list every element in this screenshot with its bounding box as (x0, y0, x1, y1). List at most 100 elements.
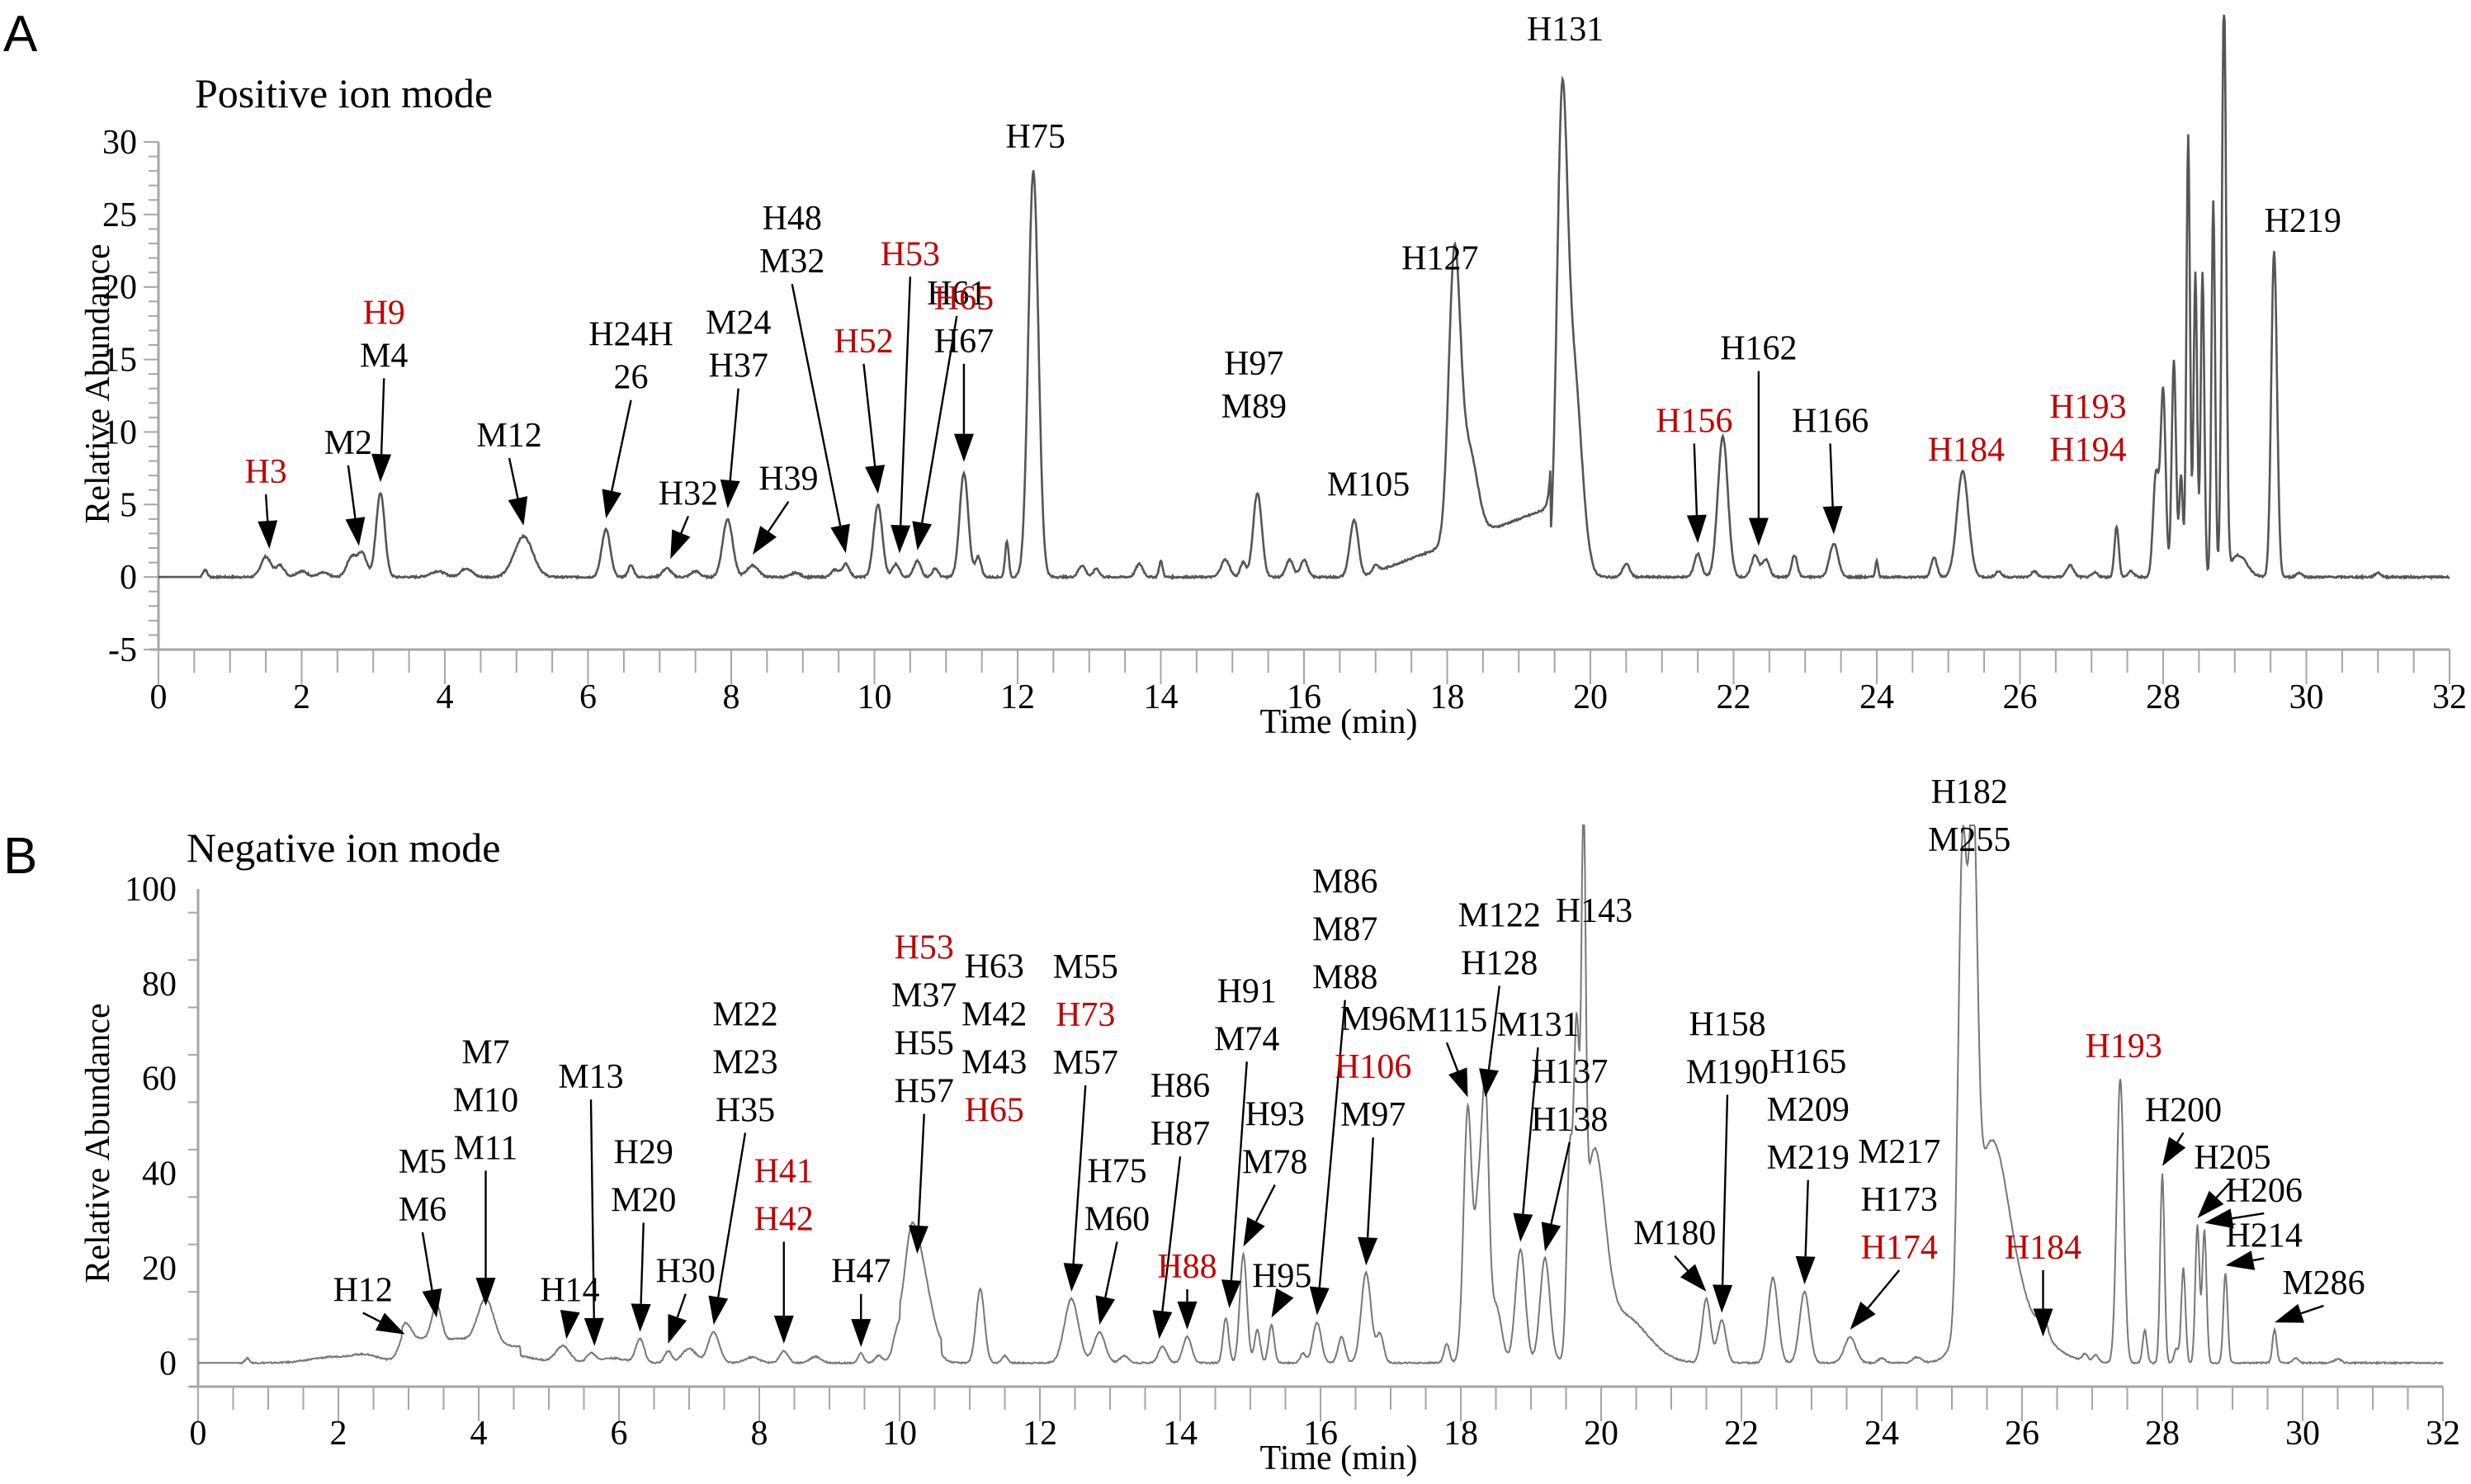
arrow-head (1177, 1301, 1198, 1330)
y-tick-label: 60 (142, 1061, 177, 1099)
arrow-shaft (768, 501, 790, 532)
y-tick-label: 15 (102, 342, 137, 380)
peak-annotation: M286 (2275, 1264, 2365, 1323)
x-tick-label: 26 (2003, 678, 2038, 716)
peak-annotation: M2 (324, 424, 372, 546)
arrow-head (257, 520, 278, 550)
peak-label: H162 (1720, 330, 1797, 368)
arrow-head (1309, 1286, 1330, 1316)
peak-label: M24 (706, 305, 771, 343)
peak-label: H128 (1461, 944, 1538, 982)
peak-annotation: M55 H73 M57 (1053, 948, 1118, 1292)
peak-annotation: M86 M87 M88 (1309, 863, 1377, 1316)
peak-label: M43 (961, 1043, 1027, 1081)
y-tick-label: 25 (102, 196, 137, 234)
x-tick-label: 10 (858, 678, 892, 716)
peak-label: H97 (1224, 345, 1283, 383)
peak-label: H174 (1861, 1229, 1938, 1267)
arrow-shaft (589, 1099, 595, 1318)
arrow-head (708, 1295, 729, 1326)
panel-b-x-axis-label: Time (min) (1260, 1439, 1418, 1477)
arrow-head (908, 1225, 928, 1254)
y-tick-label: 0 (120, 559, 137, 597)
arrow-shaft (680, 515, 690, 534)
peak-annotation: H95 (1252, 1257, 1311, 1318)
chromatogram-trace (158, 14, 2450, 581)
arrow-head (851, 1319, 872, 1348)
arrow-head (1680, 1264, 1707, 1292)
y-tick-label: 20 (102, 269, 137, 307)
peak-annotation: H205 (2194, 1139, 2271, 1218)
arrow-head (1686, 514, 1707, 543)
peak-label: M190 (1686, 1053, 1769, 1091)
y-tick-label: 10 (102, 414, 137, 451)
peak-label: H65 (934, 280, 994, 318)
peak-label: M10 (453, 1081, 518, 1119)
x-tick-label: 22 (1717, 678, 1751, 716)
panel-letter-b: B (3, 828, 37, 885)
peak-annotation: H165 M209 M219 (1767, 1043, 1850, 1285)
peak-label: H194 (2049, 432, 2126, 470)
peak-label: H200 (2145, 1091, 2222, 1129)
y-tick-label: 80 (142, 966, 177, 1004)
peak-annotation: H52 (834, 323, 894, 494)
peak-label: H75 (1006, 118, 1065, 156)
arrow-shaft (264, 494, 269, 522)
arrow-head (1243, 1217, 1265, 1247)
x-tick-label: 30 (2285, 1415, 2320, 1453)
peak-label: H173 (1861, 1181, 1938, 1219)
peak-annotation: H32 (659, 475, 718, 560)
arrow-shaft (1161, 1156, 1182, 1311)
y-tick-label: -5 (108, 631, 137, 669)
y-tick-label: 20 (142, 1250, 177, 1288)
arrow-shaft (2300, 1304, 2324, 1315)
peak-label: M122 (1458, 896, 1541, 934)
arrow-shaft (791, 283, 842, 527)
peak-annotation: H53 M37 H55 H57 (891, 929, 957, 1254)
x-tick-label: 12 (1000, 678, 1035, 716)
arrow-shaft (676, 1293, 687, 1318)
peak-annotation: H61 (912, 275, 986, 551)
arrow-head (1358, 1236, 1378, 1266)
peak-label: H42 (754, 1200, 814, 1238)
x-tick-label: 28 (2145, 1415, 2180, 1453)
peak-label: H67 (934, 323, 994, 361)
arrow-shaft (2252, 1257, 2265, 1262)
x-tick-label: 8 (723, 678, 740, 716)
peak-label: M219 (1767, 1139, 1850, 1177)
peak-label: M86 (1312, 863, 1377, 901)
y-tick-label: 0 (159, 1345, 177, 1382)
peak-annotation: M128 H131 (1524, 0, 1606, 49)
arrow-head (1063, 1263, 1084, 1292)
x-tick-label: 6 (611, 1415, 628, 1453)
arrow-head (560, 1310, 580, 1340)
panel-a-trace (158, 14, 2450, 581)
arrow-head (720, 479, 740, 508)
peak-annotation: M13 (558, 1058, 624, 1346)
peak-annotation: M7 M10 M11 (453, 1033, 518, 1307)
panel-b-y-axis-label: Relative Abundance (79, 1003, 117, 1283)
arrow-head (912, 521, 933, 551)
arrow-head (1822, 506, 1843, 535)
y-tick-label: 5 (120, 486, 137, 524)
peak-label: M55 (1053, 948, 1118, 986)
arrow-shaft (1445, 1042, 1459, 1072)
peak-label: M286 (2282, 1264, 2365, 1302)
panel-a-annotations: H3M2H9M4M12H24H26H32M24H37H39H48M32H52H5… (244, 0, 2341, 560)
x-tick-label: 0 (150, 678, 168, 716)
peak-label: H53 (895, 929, 954, 966)
x-tick-label: 20 (1573, 678, 1608, 716)
peak-label: H193 (2086, 1028, 2162, 1066)
x-tick-label: 4 (470, 1415, 488, 1453)
peak-label: H206 (2226, 1172, 2303, 1210)
peak-label: M131 (1496, 1006, 1579, 1044)
arrow-shaft (1366, 1137, 1374, 1238)
peak-label: H3 (244, 453, 286, 491)
arrow-shaft (899, 276, 912, 526)
peak-label: H32 (659, 475, 718, 513)
peak-label: H166 (1792, 402, 1869, 440)
arrow-head (773, 1316, 794, 1345)
arrow-shaft (421, 1231, 433, 1291)
